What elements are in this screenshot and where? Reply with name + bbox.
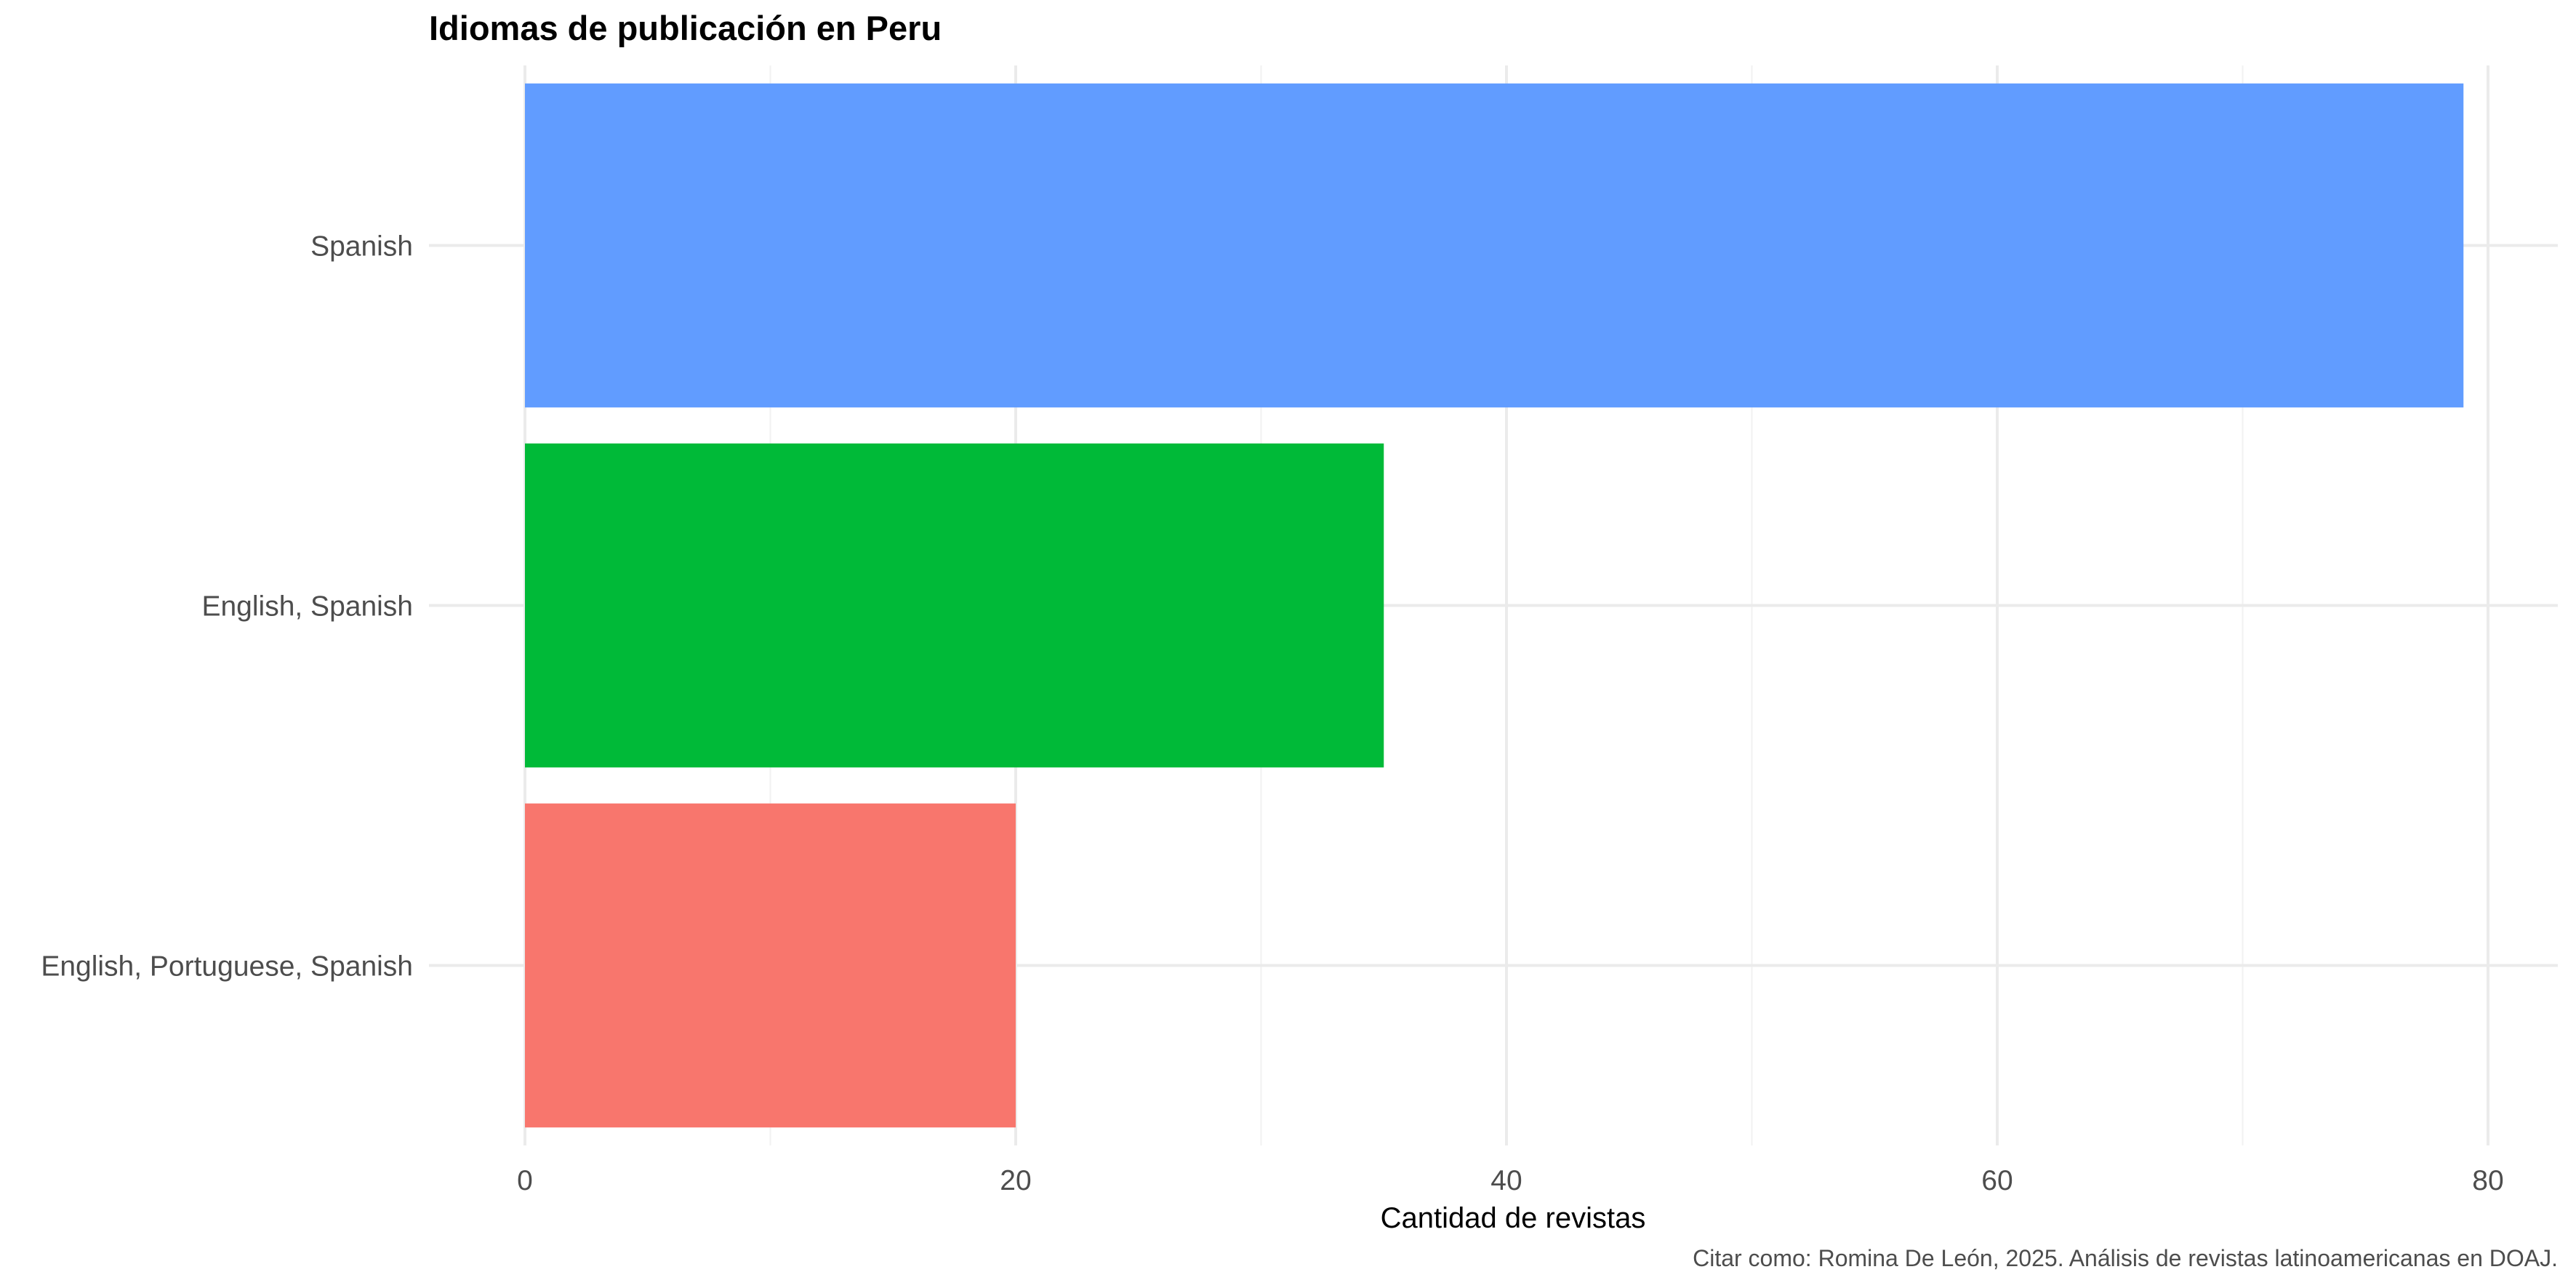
bar	[525, 803, 1016, 1128]
x-tick-label: 40	[1490, 1165, 1522, 1196]
x-axis-tick-labels: 0 20 40 60 80	[517, 1165, 2504, 1196]
y-tick-label: English, Portuguese, Spanish	[41, 951, 413, 983]
x-tick-label: 0	[517, 1165, 533, 1196]
chart-title: Idiomas de publicación en Peru	[429, 9, 942, 47]
x-axis-title: Cantidad de revistas	[1381, 1202, 1646, 1234]
y-axis-tick-labels: English, Portuguese, Spanish English, Spa…	[41, 231, 413, 983]
bar	[525, 443, 1384, 768]
x-tick-label: 20	[1000, 1165, 1031, 1196]
x-tick-label: 60	[1981, 1165, 2013, 1196]
x-tick-label: 80	[2472, 1165, 2503, 1196]
bar	[525, 83, 2464, 408]
y-tick-label: Spanish	[310, 231, 413, 263]
chart-caption: Citar como: Romina De León, 2025. Anális…	[1693, 1245, 2558, 1271]
y-tick-label: English, Spanish	[201, 591, 413, 623]
bars	[525, 83, 2464, 1128]
